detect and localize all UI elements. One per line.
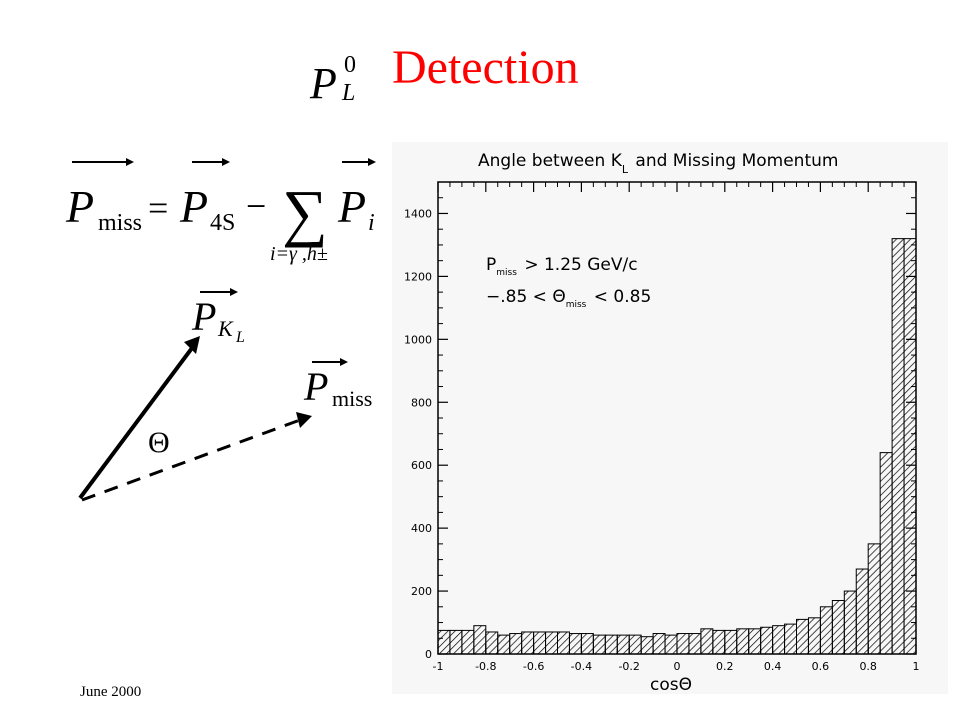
histogram-bar: [748, 628, 762, 655]
histogram-bar: [485, 631, 499, 655]
histogram-bar: [903, 238, 917, 655]
slide-title: Detection: [392, 41, 579, 94]
angle-theta-label: Θ: [148, 426, 170, 459]
histogram-bar: [473, 625, 487, 655]
x-tick-label: -0.4: [571, 660, 592, 673]
histogram-bar: [724, 629, 738, 655]
histogram-bar: [580, 633, 594, 655]
pkl-sub-l: L: [235, 329, 245, 346]
x-tick-label: 0.8: [859, 660, 877, 673]
pmiss2-sub: miss: [332, 386, 372, 411]
kl0-subscript: L: [341, 80, 355, 106]
x-tick-label: 0: [674, 660, 681, 673]
y-tick-label: 1400: [404, 207, 432, 220]
histogram-bar: [831, 600, 845, 655]
y-tick-label: 0: [425, 648, 432, 661]
y-tick-label: 1200: [404, 270, 432, 283]
histogram-bar: [568, 633, 582, 655]
x-tick-label: 0.2: [716, 660, 734, 673]
histogram-bar: [449, 629, 463, 655]
eq-term2-p: P: [337, 181, 366, 232]
histogram-bar: [807, 617, 821, 655]
x-tick-label: 0.6: [812, 660, 830, 673]
histogram-bar: [640, 636, 654, 655]
histogram-bar: [891, 238, 905, 655]
y-tick-label: 600: [411, 459, 432, 472]
y-tick-label: 200: [411, 585, 432, 598]
missing-momentum-arrowhead: [296, 412, 312, 428]
chart-annotation: Pmiss > 1.25 GeV/c: [486, 255, 638, 278]
vec-arrowhead-pmiss2: [340, 358, 348, 366]
vec-arrowhead-pmiss: [126, 158, 134, 166]
x-axis: -1 -0.8 -0.6 -0.4 -0.2 0 0.2 0.4 0.6 0.8 1: [433, 182, 920, 673]
plot-frame: [437, 181, 917, 655]
eq-lhs-sub: miss: [98, 210, 142, 236]
vec-arrowhead-p4s: [222, 158, 230, 166]
y-tick-label: 1000: [404, 333, 432, 346]
x-tick-label: 0.4: [764, 660, 782, 673]
histogram-bar: [521, 631, 535, 655]
vector-diagram: P K L P miss Θ: [78, 288, 372, 502]
footer-date: June 2000: [80, 684, 142, 700]
histogram-bar: [700, 628, 714, 655]
histogram-bars: [437, 238, 917, 655]
histogram-bar: [497, 634, 511, 655]
eq-term1-p: P: [179, 181, 208, 232]
histogram-bar: [628, 634, 642, 655]
histogram-bar: [545, 631, 559, 655]
histogram-bar: [796, 618, 809, 655]
histogram-bar: [879, 452, 893, 655]
histogram-bar: [592, 634, 606, 655]
eq-term2-sub: i: [368, 210, 375, 236]
eq-minus: −: [246, 186, 266, 226]
vec-arrowhead-pi: [368, 158, 376, 166]
histogram-bar: [688, 633, 702, 655]
eq-sum-symbol: ∑: [282, 177, 328, 248]
pkl-sub-k: K: [217, 316, 234, 341]
y-tick-label: 400: [411, 522, 432, 535]
histogram-bar: [855, 568, 869, 655]
kl0-k: P: [309, 59, 337, 108]
x-tick-label: -0.6: [523, 660, 544, 673]
histogram-chart: Angle between KL and Missing Momentum Pm…: [392, 142, 948, 694]
histogram-bar: [867, 543, 881, 655]
eq-lhs-p: P: [65, 181, 94, 232]
y-tick-label: 800: [411, 396, 432, 409]
eq-equals: =: [148, 188, 168, 228]
eq-term1-sub: 4S: [210, 210, 235, 236]
kl0-superscript: 0: [344, 52, 356, 78]
histogram-bar: [712, 629, 726, 655]
histogram-bar: [616, 634, 630, 655]
x-tick-label: -0.2: [618, 660, 639, 673]
x-tick-label: -0.8: [475, 660, 496, 673]
pkl-p: P: [191, 294, 216, 339]
pmiss2-p: P: [303, 364, 328, 409]
histogram-bar: [843, 590, 857, 655]
missing-momentum-vector: [81, 418, 301, 502]
histogram-bar: [461, 629, 475, 655]
kl-momentum-vector: [78, 346, 194, 500]
eq-sum-index: i=γ ,h±: [270, 243, 328, 265]
histogram-bar: [437, 629, 451, 655]
histogram-bar: [772, 625, 786, 655]
kl-momentum-arrowhead: [184, 336, 200, 354]
x-tick-label: 1: [913, 660, 920, 673]
histogram-bar: [784, 623, 797, 655]
x-axis-label: cosΘ: [650, 675, 692, 694]
histogram-bar: [760, 626, 774, 655]
histogram-bar: [819, 606, 833, 655]
histogram-bar: [652, 633, 666, 655]
histogram-bar: [509, 633, 523, 655]
histogram-bar: [557, 631, 570, 655]
histogram-bar: [664, 634, 678, 655]
kl0-symbol: P 0 L: [309, 52, 356, 108]
histogram-bar: [533, 631, 547, 655]
vec-arrowhead-pkl: [230, 288, 238, 296]
histogram-bar: [604, 634, 618, 655]
x-tick-label: -1: [433, 660, 444, 673]
histogram-bar: [736, 628, 750, 655]
y-axis: 0 200 400 600 800 1000 1200 1400: [404, 197, 916, 661]
histogram-bar: [676, 633, 690, 655]
missing-momentum-equation: P miss = P 4S − ∑ i=γ ,h± P i: [65, 158, 376, 265]
